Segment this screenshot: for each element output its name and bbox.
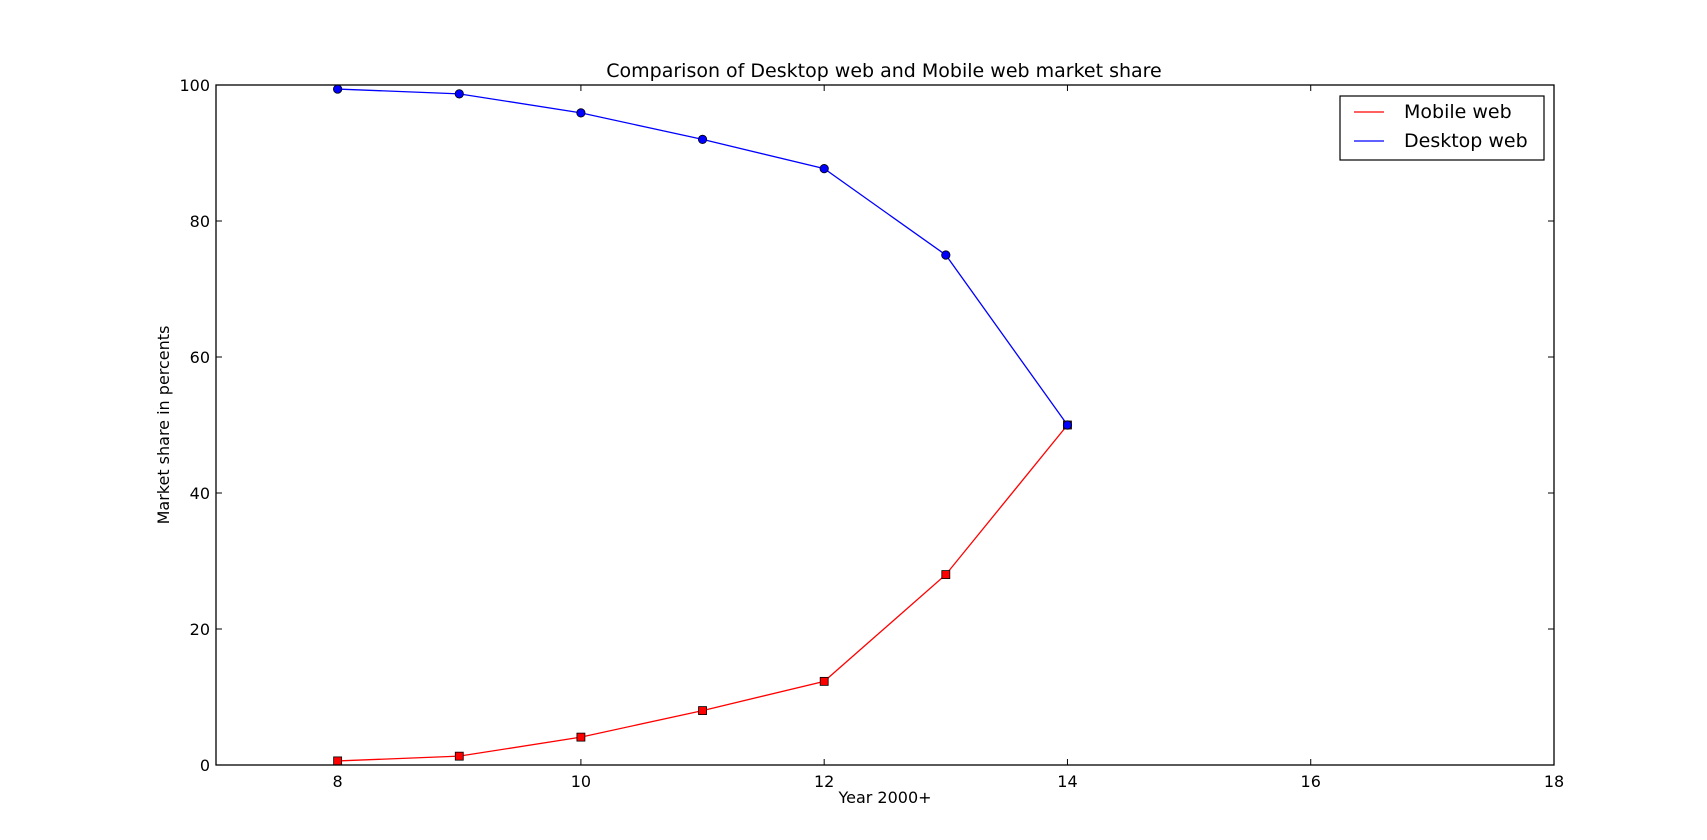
data-point-mobile-web xyxy=(698,706,707,715)
y-tick-label: 60 xyxy=(190,348,210,367)
x-tick-label: 8 xyxy=(333,772,343,791)
data-point-mobile-web xyxy=(941,570,951,579)
data-point-desktop-web xyxy=(819,164,829,174)
x-axis-ticks: 8 10 12 14 16 18 xyxy=(333,85,1564,791)
data-point-desktop-web xyxy=(576,108,586,118)
data-point-desktop-web xyxy=(333,84,343,94)
data-point-desktop-web xyxy=(697,134,708,144)
y-tick-label: 100 xyxy=(179,76,210,95)
x-tick-label: 18 xyxy=(1544,772,1564,791)
data-point-mobile-web xyxy=(576,732,586,742)
x-axis-label: Year 2000+ xyxy=(837,788,931,807)
y-tick-label: 80 xyxy=(190,212,210,231)
data-point-desktop-web xyxy=(1062,420,1073,430)
x-tick-label: 16 xyxy=(1301,772,1321,791)
legend-frame xyxy=(1339,95,1545,161)
legend-label-desktop-web: Desktop web xyxy=(1404,130,1528,152)
x-tick-label: 12 xyxy=(814,772,834,791)
y-tick-label: 0 xyxy=(200,756,210,775)
legend-label-mobile-web: Mobile web xyxy=(1404,101,1512,123)
data-point-mobile-web xyxy=(333,756,343,766)
series-layer xyxy=(333,84,1073,766)
data-point-mobile-web xyxy=(454,751,464,761)
data-point-desktop-web xyxy=(454,89,464,99)
data-point-desktop-web xyxy=(941,250,951,260)
y-tick-label: 40 xyxy=(190,484,210,503)
x-tick-label: 14 xyxy=(1057,772,1077,791)
data-point-mobile-web xyxy=(819,676,829,686)
y-axis-ticks: 0 20 40 60 80 100 xyxy=(179,76,1554,775)
x-tick-label: 10 xyxy=(571,772,591,791)
plot-area-frame xyxy=(215,84,1555,766)
y-tick-label: 20 xyxy=(190,620,210,639)
y-axis-label: Market share in percents xyxy=(154,326,173,525)
chart-title: Comparison of Desktop web and Mobile web… xyxy=(606,60,1162,82)
legend: Mobile web Desktop web xyxy=(1339,95,1545,161)
